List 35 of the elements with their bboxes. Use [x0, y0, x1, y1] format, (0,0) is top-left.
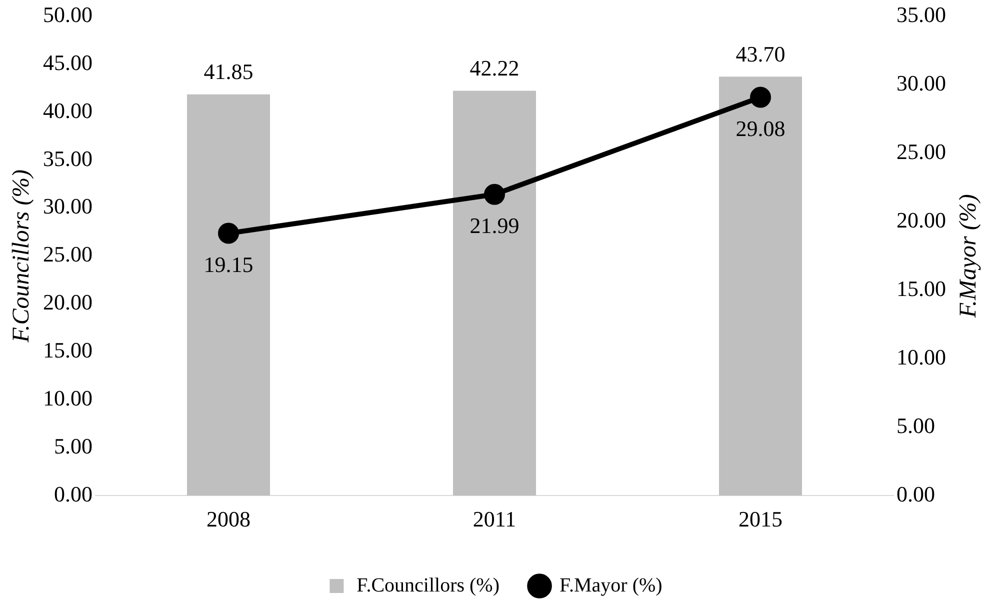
- data-label: 43.70: [736, 41, 786, 66]
- x-tick-label: 2008: [206, 506, 250, 532]
- y-tick-label: 20.00: [43, 290, 92, 315]
- y-tick-label: 25.00: [43, 242, 92, 267]
- y2-tick-label: 30.00: [896, 70, 946, 96]
- x-tick-label: 2015: [738, 506, 782, 532]
- y-tick-label: 5.00: [54, 433, 92, 458]
- y2-tick-label: 10.00: [896, 344, 946, 370]
- x-tick-label: 2011: [472, 506, 516, 532]
- y-tick-label: 15.00: [43, 338, 92, 363]
- data-label: 41.85: [204, 59, 254, 84]
- y-axis-title: F.Councillors (%): [8, 169, 34, 344]
- y-tick-label: 0.00: [54, 481, 92, 506]
- y-tick-label: 10.00: [43, 386, 92, 410]
- data-label: 42.22: [470, 56, 520, 81]
- data-label: 29.08: [736, 116, 786, 142]
- data-label: 21.99: [470, 213, 520, 238]
- y-tick-label: 40.00: [43, 98, 92, 123]
- legend-label: F.Councillors (%): [356, 574, 500, 596]
- y2-tick-label: 5.00: [896, 412, 935, 438]
- y-tick-label: 45.00: [43, 50, 92, 75]
- point: [484, 184, 505, 205]
- point: [750, 86, 771, 108]
- y2-tick-label: 20.00: [896, 207, 946, 232]
- y-tick-label: 30.00: [43, 194, 92, 219]
- legend-label: F.Mayor (%): [560, 574, 662, 596]
- y-tick-label: 50.00: [43, 2, 92, 27]
- y2-tick-label: 0.00: [896, 481, 935, 506]
- y2-tick-label: 25.00: [896, 138, 946, 164]
- y2-tick-label: 35.00: [896, 2, 946, 27]
- point: [218, 222, 239, 244]
- y-tick-label: 35.00: [43, 146, 92, 171]
- y2-axis-title: F.Mayor (%): [955, 194, 982, 319]
- y2-tick-label: 15.00: [896, 276, 946, 301]
- data-label: 19.15: [204, 252, 254, 278]
